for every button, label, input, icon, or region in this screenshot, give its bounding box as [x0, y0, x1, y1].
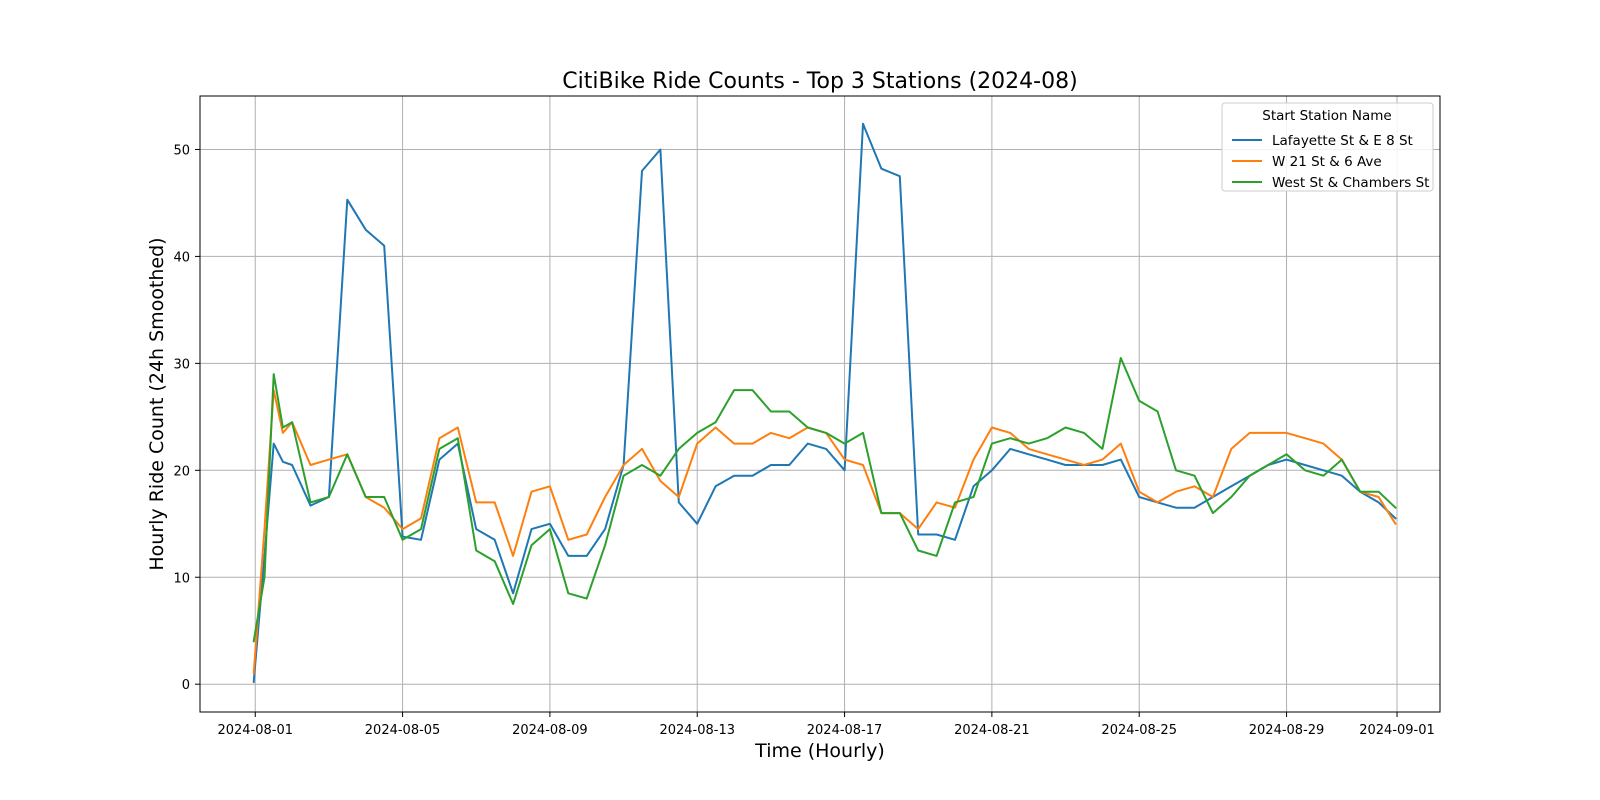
plot-frame — [199, 95, 1441, 713]
legend[interactable]: Start Station Name Lafayette St & E 8 St… — [1221, 102, 1434, 192]
y-tick-label: 50 — [173, 143, 190, 158]
y-tick-label: 30 — [173, 357, 190, 372]
axis-ticks: 2024-08-01 2024-08-05 2024-08-09 2024-08-13… — [173, 143, 1434, 738]
x-tick-label: 2024-08-29 — [1249, 723, 1325, 738]
y-tick-label: 0 — [182, 678, 190, 693]
y-tick-label: 10 — [173, 571, 190, 586]
x-tick-label: 2024-08-25 — [1101, 723, 1177, 738]
y-axis-title: Hourly Ride Count (24h Smoothed) — [146, 237, 168, 570]
legend-title: Start Station Name — [1262, 108, 1391, 124]
x-tick-label: 2024-09-01 — [1359, 723, 1435, 738]
x-tick-label: 2024-08-17 — [807, 723, 883, 738]
series-line-3 — [252, 357, 1397, 643]
chart-title: CitiBike Ride Counts - Top 3 Stations (2… — [562, 69, 1077, 94]
x-tick-label: 2024-08-09 — [512, 723, 588, 738]
grid — [200, 96, 1440, 712]
x-axis-title: Time (Hourly) — [754, 740, 885, 762]
series-line-1 — [252, 122, 1397, 684]
legend-label: West St & Chambers St — [1272, 175, 1429, 191]
y-tick-label: 40 — [173, 250, 190, 265]
legend-items: Lafayette St & E 8 St W 21 St & 6 Ave West… — [1232, 133, 1429, 191]
legend-box — [1221, 102, 1434, 192]
x-tick-label: 2024-08-01 — [217, 723, 293, 738]
x-tick-label: 2024-08-05 — [365, 723, 441, 738]
y-tick-label: 20 — [173, 464, 190, 479]
legend-label: W 21 St & 6 Ave — [1272, 154, 1382, 170]
x-tick-label: 2024-08-13 — [659, 723, 735, 738]
x-tick-label: 2024-08-21 — [954, 723, 1030, 738]
series-lines — [252, 122, 1397, 684]
legend-label: Lafayette St & E 8 St — [1272, 133, 1413, 149]
